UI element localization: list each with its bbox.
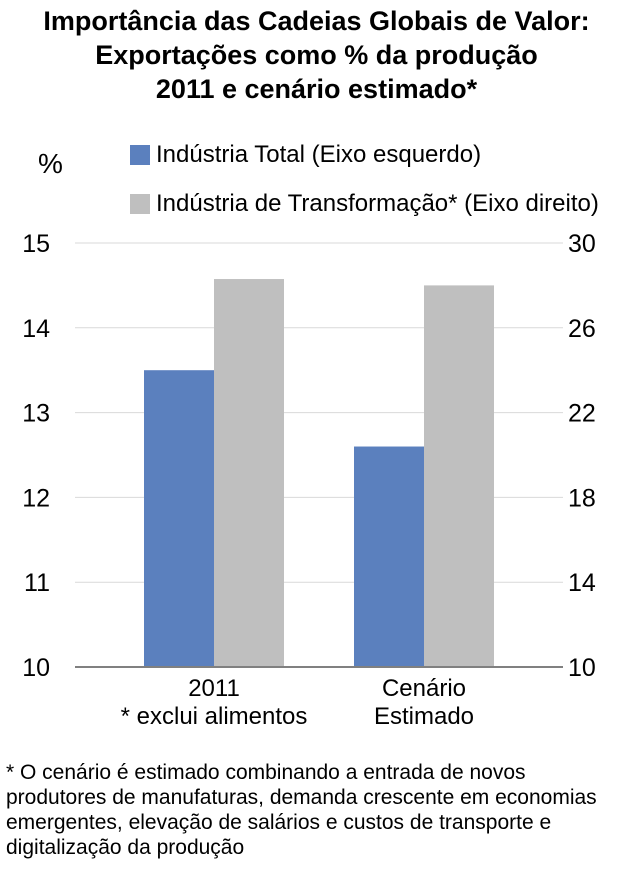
- bar-industria-transformacao-0: [214, 279, 284, 667]
- bar-industria-transformacao-1: [424, 285, 494, 667]
- legend-item-industria-transformacao: Indústria de Transformação* (Eixo direit…: [130, 190, 599, 218]
- y-unit-label: %: [38, 148, 63, 179]
- legend-label-industria-transformacao: Indústria de Transformação* (Eixo direit…: [156, 190, 599, 217]
- legend-swatch-industria-transformacao: [130, 194, 150, 214]
- title-line-1: Importância das Cadeias Globais de Valor…: [43, 6, 590, 36]
- right-axis-tick-label: 30: [568, 230, 596, 258]
- footnote: * O cenário é estimado combinando a entr…: [6, 761, 597, 859]
- right-axis-tick-label: 18: [568, 484, 596, 512]
- right-axis-tick-label: 22: [568, 400, 596, 428]
- title-line-2: Exportações como % da produção: [95, 40, 538, 70]
- x-category-2011-line-2: * exclui alimentos: [120, 703, 308, 730]
- left-axis-tick-label: 14: [22, 315, 50, 343]
- right-axis-tick-label: 10: [568, 654, 596, 682]
- left-axis-tick-label: 10: [22, 654, 50, 682]
- left-axis-tick-label: 13: [22, 400, 50, 428]
- chart-title: Importância das Cadeias Globais de Valor…: [0, 4, 633, 106]
- legend-item-industria-total: Indústria Total (Eixo esquerdo): [130, 141, 481, 169]
- bar-industria-total-1: [354, 446, 424, 667]
- legend-swatch-industria-total: [130, 145, 150, 165]
- left-axis-tick-label: 15: [22, 230, 50, 258]
- left-axis-tick-label: 11: [24, 569, 50, 597]
- bar-chart: 10 11 12 13 14 15 10 14 18 22 26 30: [22, 230, 596, 682]
- right-axis-tick-label: 14: [568, 569, 596, 597]
- x-category-label-2011: 2011 * exclui alimentos: [84, 675, 344, 731]
- x-category-2011-line-1: 2011: [188, 675, 240, 702]
- x-category-cenario-line-2: Estimado: [373, 703, 475, 730]
- legend-label-industria-total: Indústria Total (Eixo esquerdo): [156, 141, 482, 168]
- x-category-label-cenario: Cenário Estimado: [294, 675, 554, 731]
- bar-industria-total-0: [144, 370, 214, 667]
- title-line-3: 2011 e cenário estimado*: [155, 74, 478, 104]
- x-category-cenario-line-1: Cenário: [381, 675, 467, 702]
- left-axis-tick-label: 12: [22, 484, 50, 512]
- right-axis-tick-label: 26: [568, 315, 596, 343]
